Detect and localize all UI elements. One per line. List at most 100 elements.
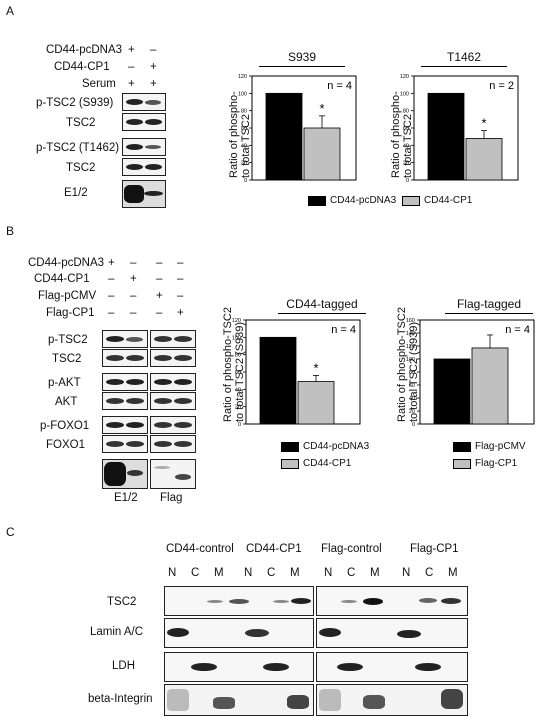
group-c-3: Flag-CP1 — [410, 543, 459, 555]
chart-a2-ylabel-line-0: Ratio of phospho- — [390, 91, 402, 178]
chart-a1: 0 20 40 60 80 100 120 *n = 4 — [238, 74, 357, 184]
chart-b2-ytick-label-0: 0 — [412, 422, 415, 428]
blot-b-bottom-0: E1/2 — [114, 492, 138, 504]
cond-b-0-mark-0: + — [108, 257, 115, 269]
cond-b-1-mark-3: – — [177, 273, 184, 285]
panel-a-letter: A — [6, 4, 15, 18]
blot-b-2-left — [102, 373, 148, 391]
blot-a-0-label: p-TSC2 (S939) — [36, 97, 114, 109]
chart-a2-ytick-label-4: 80 — [403, 109, 409, 115]
legend-b2-swatch-0 — [453, 442, 471, 452]
chart-a2-ytick-label-1: 20 — [403, 161, 409, 167]
chart-a2-ytick-label-0: 0 — [406, 178, 409, 184]
cond-a-2-mark-1: + — [150, 78, 157, 90]
chart-a2-bar-1 — [465, 138, 503, 181]
fraction-label-1-1: C — [267, 567, 276, 579]
chart-b1-significance: * — [313, 360, 318, 375]
chart-b1-title: CD44-tagged — [286, 297, 358, 311]
row-c-2-label: LDH — [112, 660, 136, 672]
chart-a1-bar-1 — [303, 127, 341, 181]
blot-b-0-left — [102, 330, 148, 348]
chart-b2-ytick-label-1: 20 — [409, 409, 415, 415]
cond-b-0-label: CD44-pcDNA3 — [28, 257, 105, 269]
cond-a-2-mark-0: + — [128, 78, 135, 90]
chart-a2-ytick-label-6: 120 — [400, 74, 409, 80]
chart-b2-title-rule — [445, 313, 533, 314]
blot-a-3-label: TSC2 — [66, 162, 96, 174]
blot-b-1-right — [150, 349, 196, 367]
chart-b2-annotation: n = 4 — [505, 324, 530, 336]
chart-a1-ytick-label-5: 100 — [238, 91, 247, 97]
blot-b-2-label: p-AKT — [48, 377, 81, 389]
blot-b-3-right — [150, 392, 196, 410]
fraction-label-3-0: N — [402, 567, 411, 579]
legend-b1-swatch-0 — [281, 442, 299, 452]
legend-a-label-1: CD44-CP1 — [424, 195, 473, 206]
blot-c-integrin-right — [316, 684, 468, 716]
panel-b-letter: B — [6, 224, 15, 238]
chart-a2-title-rule — [421, 66, 507, 67]
row-c-0-label: TSC2 — [107, 596, 137, 608]
group-c-1: CD44-CP1 — [246, 543, 302, 555]
blot-c-ldh-right — [316, 652, 468, 682]
row-c-3-label: beta-Integrin — [88, 693, 153, 705]
blot-b-5-right — [150, 435, 196, 453]
legend-a-label-0: CD44-pcDNA3 — [330, 195, 397, 206]
blot-b-2-right — [150, 373, 196, 391]
blot-a-4-label: E1/2 — [64, 187, 88, 199]
blot-a-3 — [122, 158, 166, 176]
cond-b-3-mark-0: – — [108, 307, 115, 319]
chart-a1-ytick-label-4: 80 — [241, 109, 247, 115]
chart-a1-annotation: n = 4 — [327, 80, 352, 92]
chart-b1-ytick-label-4: 80 — [235, 353, 241, 359]
chart-a1-ytick-label-3: 60 — [241, 126, 247, 132]
chart-b2-ytick-label-8: 160 — [406, 318, 415, 324]
panel-c-letter: C — [6, 525, 15, 539]
chart-a1-significance: * — [319, 101, 324, 116]
blot-b-3-label: AKT — [55, 396, 78, 408]
chart-b1-ylabel-line-1: to total TSC2 (S939) — [234, 321, 246, 422]
cond-a-0-mark-1: – — [150, 44, 157, 56]
legend-b1-label-0: CD44-pcDNA3 — [303, 441, 370, 452]
chart-b1-ytick-label-3: 60 — [235, 370, 241, 376]
cond-a-1-mark-0: – — [128, 61, 135, 73]
fraction-label-3-2: M — [448, 567, 458, 579]
blot-b-4-label: p-FOXO1 — [40, 420, 90, 432]
blot-b-0-label: p-TSC2 — [48, 334, 88, 346]
chart-a2-ytick-label-5: 100 — [400, 91, 409, 97]
blot-c-tsc2-right — [316, 586, 468, 616]
chart-b2-ytick-label-2: 40 — [409, 396, 415, 402]
chart-b1-bar-0 — [259, 336, 297, 425]
chart-b2-ytick-label-7: 140 — [406, 331, 415, 337]
chart-b2-ytick-label-3: 60 — [409, 383, 415, 389]
blot-a-2-label: p-TSC2 (T1462) — [36, 142, 120, 154]
chart-b2-title: Flag-tagged — [456, 297, 522, 311]
chart-a2-ytick-label-3: 60 — [403, 126, 409, 132]
group-c-0: CD44-control — [166, 543, 234, 555]
cond-b-1-mark-0: – — [108, 273, 115, 285]
blot-a-0 — [122, 93, 166, 111]
cond-b-2-mark-3: – — [177, 290, 184, 302]
legend-b1-swatch-1 — [281, 459, 299, 469]
cond-b-3-mark-2: – — [156, 307, 163, 319]
chart-b2-bar-1 — [471, 347, 509, 425]
cond-b-2-mark-1: – — [130, 290, 137, 302]
cond-b-1-label: CD44-CP1 — [34, 273, 90, 285]
blot-b-0-right — [150, 330, 196, 348]
chart-a2-title: T1462 — [446, 50, 482, 64]
chart-b1-ytick-label-1: 20 — [235, 405, 241, 411]
legend-b2-label-0: Flag-pCMV — [475, 441, 526, 452]
chart-a2-significance: * — [481, 116, 486, 131]
fraction-label-3-1: C — [425, 567, 434, 579]
cond-a-1-label: CD44-CP1 — [54, 61, 110, 73]
fraction-label-2-1: C — [347, 567, 356, 579]
cond-b-0-mark-2: – — [156, 257, 163, 269]
chart-b1-ylabel-line-0: Ratio of phospho-TSC2 — [222, 307, 234, 422]
chart-b2-ytick-label-6: 120 — [406, 344, 415, 350]
cond-a-1-mark-1: + — [150, 61, 157, 73]
blot-c-lamin-right — [316, 618, 468, 648]
cond-b-3-mark-3: + — [177, 307, 184, 319]
blot-b-5-label: FOXO1 — [46, 439, 85, 451]
chart-a1-ytick-label-6: 120 — [238, 74, 247, 80]
chart-b1: 0 20 40 60 80 100 120 * n = 4 — [232, 318, 361, 428]
